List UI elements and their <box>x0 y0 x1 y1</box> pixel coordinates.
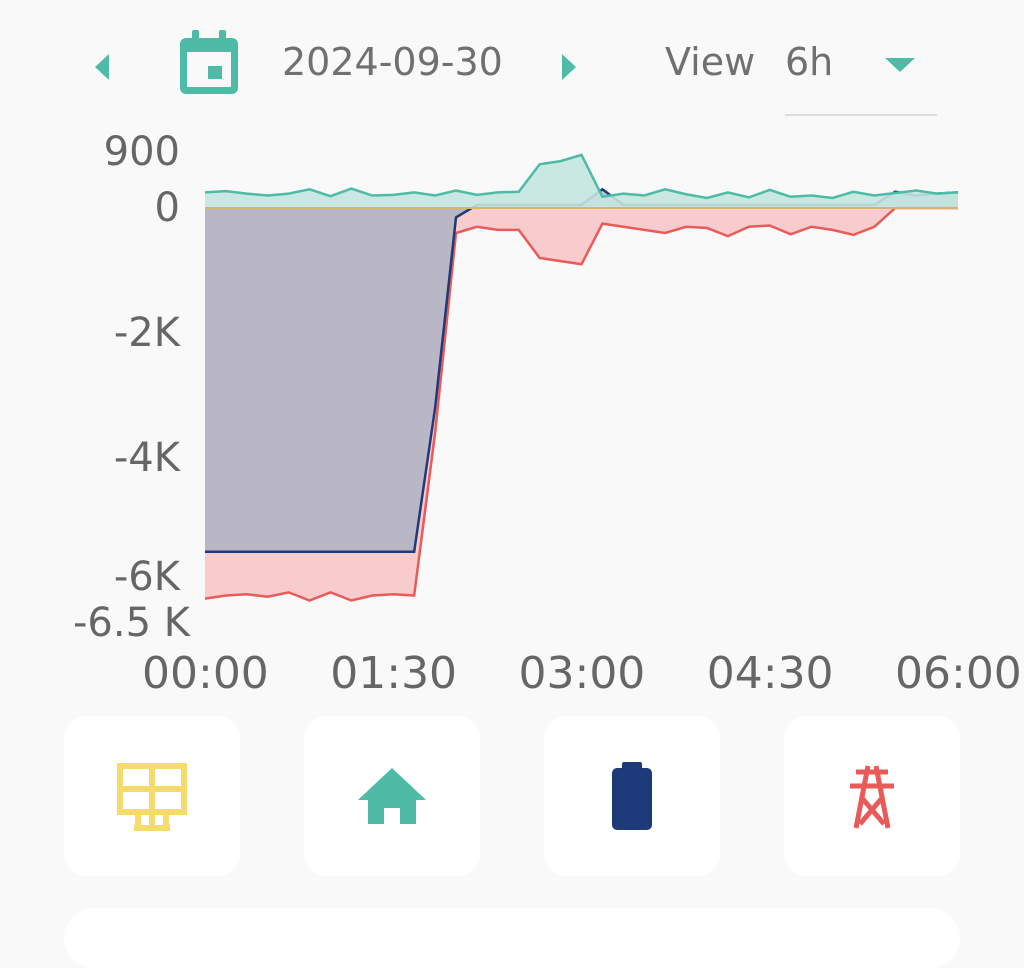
y-tick-label: -2K <box>113 310 180 356</box>
prev-day-button[interactable] <box>95 54 109 80</box>
solar-panel-icon <box>117 763 187 831</box>
date-display[interactable]: 2024-09-30 <box>282 40 503 84</box>
view-range-select[interactable]: 6h <box>785 30 937 116</box>
battery-card[interactable] <box>544 716 720 876</box>
caret-down-icon <box>885 58 915 72</box>
solar-area <box>205 154 958 208</box>
x-tick-label: 04:30 <box>706 648 834 699</box>
x-tick-label: 06:00 <box>895 648 1022 699</box>
solar-card[interactable] <box>64 716 240 876</box>
calendar-icon[interactable] <box>178 28 240 96</box>
energy-chart[interactable] <box>0 0 1024 700</box>
solar-line <box>204 153 959 200</box>
view-label: View <box>665 40 756 84</box>
x-tick-label: 03:00 <box>518 648 646 699</box>
x-tick-label: 01:30 <box>330 648 458 699</box>
power-tower-icon <box>850 765 894 829</box>
y-tick-label: -6.5 K <box>73 600 190 646</box>
x-tick-label: 00:00 <box>142 648 269 699</box>
y-tick-label: -4K <box>113 435 180 481</box>
grid-card[interactable] <box>784 716 960 876</box>
y-tick-label: 900 <box>103 128 180 175</box>
view-range-value: 6h <box>785 40 834 84</box>
y-tick-label: -6K <box>113 554 180 600</box>
details-card <box>64 908 960 968</box>
home-icon <box>358 768 426 824</box>
grid-line <box>204 206 958 602</box>
battery-icon <box>612 762 652 830</box>
battery-area <box>205 189 958 552</box>
home-card[interactable] <box>304 716 480 876</box>
next-day-button[interactable] <box>562 54 576 80</box>
y-tick-label: 0 <box>154 185 180 231</box>
